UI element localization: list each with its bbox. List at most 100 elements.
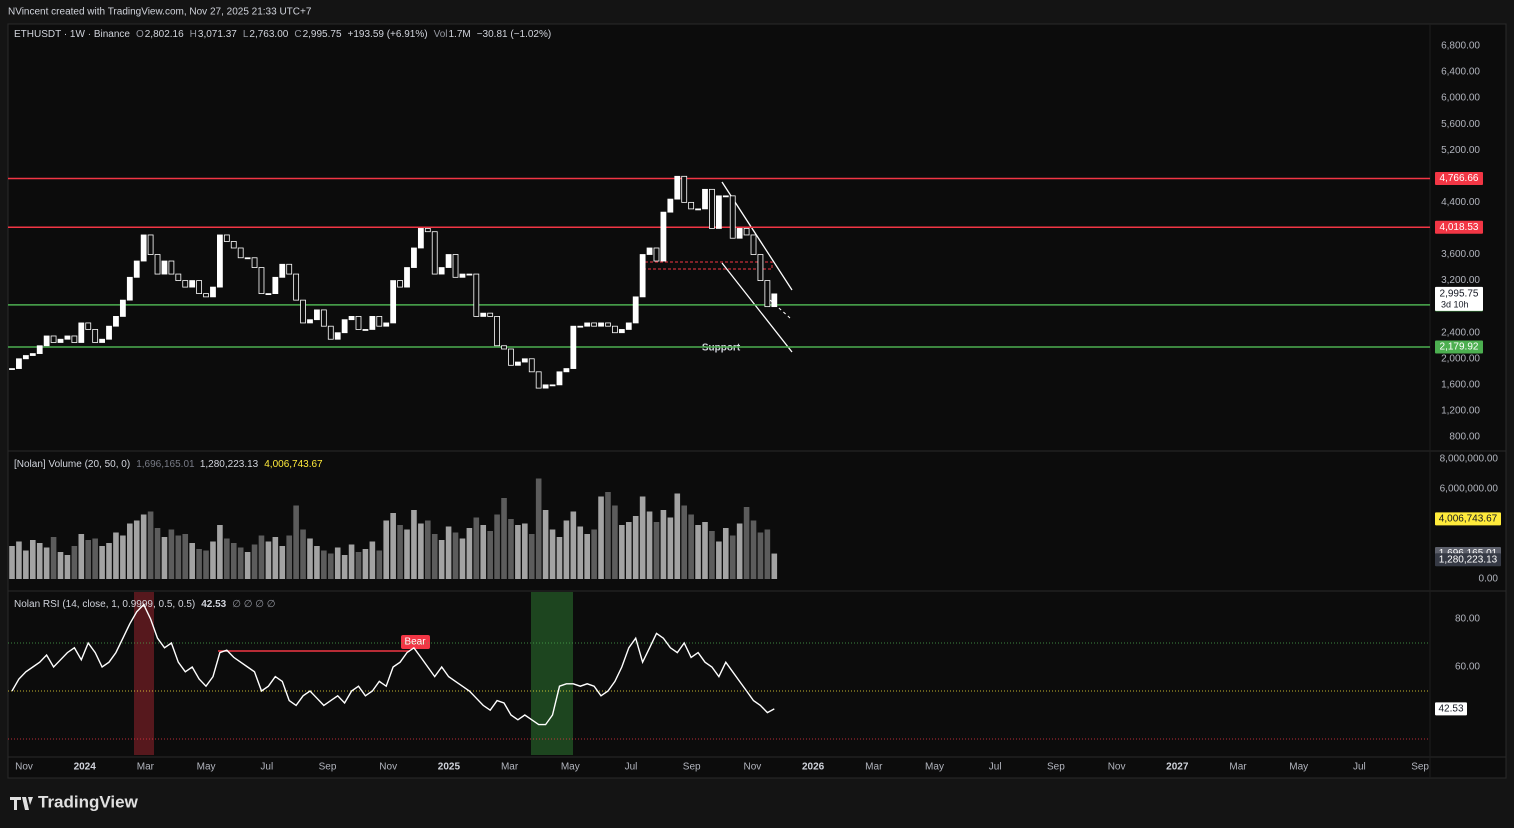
overbought-zone xyxy=(134,592,154,755)
candle xyxy=(182,280,189,288)
x-tick-label: May xyxy=(1289,762,1308,773)
legend-item: ETHUSDT · 1W · Binance xyxy=(14,29,130,40)
volume-bar xyxy=(16,541,22,579)
value-marker-bg xyxy=(1435,553,1501,567)
x-tick-label: Sep xyxy=(319,762,337,773)
volume-bar xyxy=(480,525,487,579)
volume-bar xyxy=(85,540,92,579)
candle xyxy=(50,335,57,343)
candle xyxy=(487,312,494,317)
volume-bar xyxy=(674,493,681,579)
candle xyxy=(237,247,244,259)
volume-bar xyxy=(639,496,646,579)
volume-bar xyxy=(133,520,140,579)
volume-bar xyxy=(57,552,64,579)
volume-bar xyxy=(147,511,154,579)
volume-bar xyxy=(36,543,43,579)
candle xyxy=(688,201,695,210)
volume-bar xyxy=(376,550,383,579)
candle xyxy=(411,247,417,268)
volume-bar xyxy=(528,534,535,579)
candle xyxy=(71,335,78,343)
legend-value: 1,696,165.01 xyxy=(136,459,195,470)
y-tick-label: 80.00 xyxy=(1455,614,1480,625)
volume-bar xyxy=(570,511,577,579)
volume-bar xyxy=(619,525,625,579)
price-label: 2,179.92 xyxy=(1440,342,1479,353)
volume-bar xyxy=(404,529,410,579)
volume-bar xyxy=(203,550,209,579)
volume-bar xyxy=(362,549,369,579)
volume-bar xyxy=(729,535,736,579)
candle xyxy=(362,329,369,331)
volume-bar xyxy=(224,538,230,579)
volume-bar xyxy=(653,522,660,579)
volume-bar xyxy=(113,532,119,579)
candle xyxy=(508,348,514,366)
price-label: 4,766.66 xyxy=(1440,173,1479,184)
candle xyxy=(9,368,15,370)
volume-bar xyxy=(563,520,570,579)
candle xyxy=(549,384,556,387)
candle xyxy=(320,309,327,327)
candle xyxy=(244,257,251,260)
volume-bar xyxy=(646,511,653,579)
candle xyxy=(99,338,105,343)
y-tick-label: 2,400.00 xyxy=(1441,327,1480,338)
volume-bar xyxy=(722,528,729,579)
y-tick-label: 6,800.00 xyxy=(1441,41,1480,52)
volume-bar xyxy=(702,522,708,579)
volume-bar xyxy=(293,505,299,579)
candle xyxy=(667,198,674,213)
candle xyxy=(681,175,688,203)
y-tick-label: 800.00 xyxy=(1449,432,1480,443)
candle xyxy=(36,345,43,354)
legend-value: 42.53 xyxy=(201,599,226,610)
volume-bar xyxy=(397,525,403,579)
candle xyxy=(570,325,577,369)
volume-bar xyxy=(244,552,251,579)
candle xyxy=(535,371,542,389)
volume-bar xyxy=(50,537,57,579)
y-tick-label: 0.00 xyxy=(1479,574,1499,585)
legend-item: 3,071.37 xyxy=(198,29,237,40)
volume-bar xyxy=(736,523,743,579)
x-tick-label: May xyxy=(561,762,580,773)
countdown: 3d 10h xyxy=(1441,299,1469,309)
volume-bar xyxy=(9,546,15,579)
volume-bar xyxy=(300,529,306,579)
volume-bar xyxy=(535,478,542,579)
candle xyxy=(223,234,230,242)
volume-bar xyxy=(161,537,168,579)
x-tick-label: Nov xyxy=(744,762,762,773)
x-tick-label: May xyxy=(197,762,216,773)
candle xyxy=(78,322,85,343)
title: Nolan RSI (14, close, 1, 0.9999, 0.5, 0.… xyxy=(14,599,195,610)
y-tick-label: 1,600.00 xyxy=(1441,379,1480,390)
candle xyxy=(764,280,771,308)
volume-bar xyxy=(632,516,639,579)
volume-bar xyxy=(445,526,452,579)
candle xyxy=(258,267,265,295)
support-label: Support xyxy=(702,343,741,354)
volume-bar xyxy=(612,505,618,579)
candle xyxy=(300,299,306,324)
volume-bar xyxy=(272,537,279,579)
legend-item: +193.59 (+6.91%) xyxy=(348,29,428,40)
y-tick-label: 1,200.00 xyxy=(1441,406,1480,417)
volume-bar xyxy=(425,520,431,579)
x-tick-label: Sep xyxy=(683,762,701,773)
volume-bar xyxy=(307,538,313,579)
volume-bar xyxy=(210,541,216,579)
x-tick-label: Mar xyxy=(865,762,883,773)
x-tick-label: 2024 xyxy=(74,762,97,773)
volume-bar xyxy=(605,492,611,579)
volume-bar xyxy=(508,519,514,579)
candle xyxy=(729,195,736,239)
candle xyxy=(355,316,362,330)
candle xyxy=(196,280,203,295)
rsi-line xyxy=(11,603,775,726)
volume-bar xyxy=(92,538,98,579)
volume-bar xyxy=(688,514,694,579)
volume-bar xyxy=(750,520,757,579)
